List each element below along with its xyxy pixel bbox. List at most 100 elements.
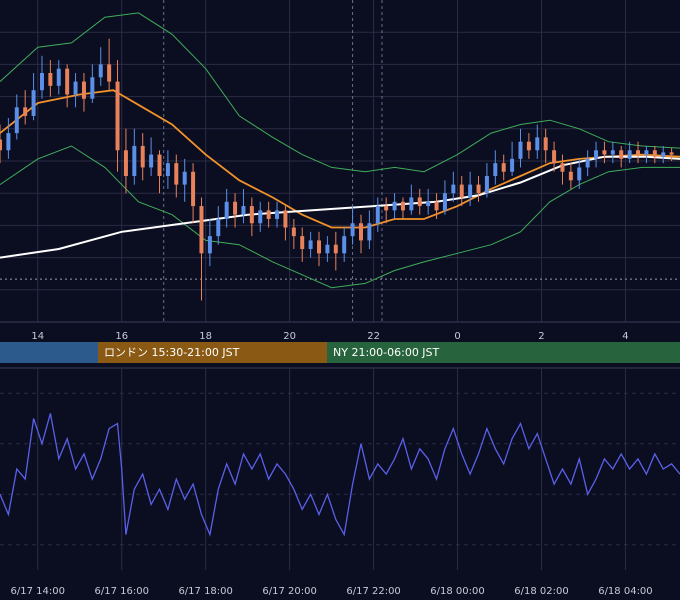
candle-up [392, 201, 397, 211]
candle-up [39, 72, 44, 91]
candle-down [233, 201, 238, 215]
candle-up [325, 244, 330, 254]
session-label-ny: NY 21:00-06:00 JST [333, 346, 440, 359]
candle-up [165, 163, 170, 177]
candle-up [90, 77, 95, 99]
candle-up [258, 210, 263, 224]
candle-up [342, 236, 347, 254]
session-band-london: ロンドン 15:30-21:00 JST [98, 342, 327, 363]
candle-up [241, 206, 246, 215]
candle-up [451, 184, 456, 194]
bollinger-lower-line [0, 145, 680, 289]
oscillator-marks [0, 413, 680, 537]
candle-down [543, 137, 548, 151]
candle-down [107, 64, 112, 82]
candle-up [73, 81, 78, 95]
candle-up [594, 150, 599, 159]
candle-down [669, 152, 674, 155]
candle-up [661, 152, 666, 157]
candle-up [56, 68, 61, 86]
candle-down [636, 150, 641, 155]
candle-down [317, 240, 322, 254]
candle-up [350, 223, 355, 237]
oscillator-line [0, 413, 680, 537]
candle-up [468, 184, 473, 198]
candle-down [358, 223, 363, 241]
candle-down [501, 163, 506, 172]
candle-up [442, 193, 447, 211]
candle-up [182, 171, 187, 185]
candle-up [518, 141, 523, 159]
candle-down [400, 201, 405, 211]
candle-down [552, 150, 557, 164]
bollinger-upper-line [0, 12, 680, 173]
candle-down [417, 197, 422, 207]
price-grid [0, 0, 680, 323]
candle-up [6, 133, 11, 151]
price-x-tick-label: 22 [367, 331, 380, 342]
price-x-tick-label: 16 [115, 331, 128, 342]
candle-up [308, 240, 313, 250]
candle-down [476, 184, 481, 194]
price-x-tick-label: 18 [199, 331, 212, 342]
candle-down [560, 163, 565, 172]
candle-down [23, 107, 28, 116]
oscillator-x-tick-label: 6/18 02:00 [514, 586, 568, 597]
candle-down [115, 81, 120, 151]
candle-up [132, 145, 137, 177]
candle-down [434, 201, 439, 211]
candle-up [275, 210, 280, 219]
candle-up [627, 150, 632, 159]
candle-down [619, 150, 624, 159]
price-x-tick-label: 20 [283, 331, 296, 342]
oscillator-x-tick-label: 6/18 04:00 [598, 586, 652, 597]
candle-up [577, 167, 582, 181]
ema-line [0, 89, 680, 229]
candle-up [493, 163, 498, 177]
candle-down [602, 150, 607, 155]
oscillator-x-tick-label: 6/17 14:00 [11, 586, 65, 597]
candle-down [140, 145, 145, 168]
candle-up [510, 158, 515, 172]
oscillator-grid [0, 367, 680, 570]
candle-down [65, 68, 70, 95]
candle-down [568, 171, 573, 181]
session-label-london: ロンドン 15:30-21:00 JST [104, 346, 240, 359]
candle-down [652, 150, 657, 157]
oscillator-x-tick-label: 6/17 20:00 [262, 586, 316, 597]
price-x-axis: 14 16 18 20 22 0 2 4 [31, 331, 628, 342]
candle-down [123, 150, 128, 177]
price-x-tick-label: 0 [454, 331, 460, 342]
candle-down [526, 141, 531, 151]
candle-down [81, 81, 86, 99]
candle-up [585, 158, 590, 168]
candle-up [644, 150, 649, 155]
candle-down [283, 210, 288, 228]
candle-down [157, 154, 162, 177]
oscillator-x-tick-label: 6/17 18:00 [178, 586, 232, 597]
candle-down [291, 227, 296, 237]
oscillator-x-axis: 6/17 14:00 6/17 16:00 6/17 18:00 6/17 20:00… [11, 586, 653, 597]
candle-up [149, 154, 154, 168]
candle-down [48, 72, 53, 86]
candle-up [484, 176, 489, 194]
price-marks [0, 12, 680, 301]
candle-down [459, 184, 464, 198]
candle-up [535, 137, 540, 151]
candle-up [31, 90, 36, 116]
candle-up [375, 206, 380, 224]
candle-up [224, 201, 229, 219]
price-x-tick-label: 14 [31, 331, 44, 342]
candle-up [14, 107, 19, 134]
oscillator-x-tick-label: 6/17 22:00 [346, 586, 400, 597]
candle-up [98, 64, 103, 78]
candle-up [207, 236, 212, 254]
candle-up [610, 150, 615, 155]
price-x-tick-label: 2 [538, 331, 544, 342]
candle-down [174, 163, 179, 185]
candle-down [191, 171, 196, 207]
oscillator-x-tick-label: 6/18 00:00 [430, 586, 484, 597]
session-band-ny: NY 21:00-06:00 JST [327, 342, 680, 363]
